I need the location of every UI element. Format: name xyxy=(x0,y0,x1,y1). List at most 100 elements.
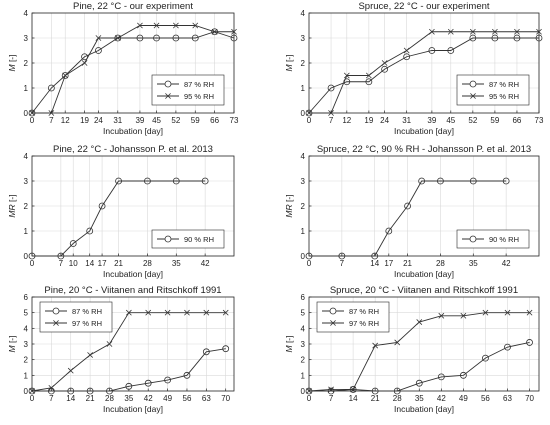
x-tick-label: 59 xyxy=(490,116,499,125)
data-point-x xyxy=(81,60,88,66)
chart-title: Pine, 22 °C - our experiment xyxy=(73,1,193,12)
y-axis-label: M [-] xyxy=(284,335,294,352)
y-tick-label: 3 xyxy=(24,177,29,186)
data-point-x xyxy=(62,72,69,79)
data-point-circle xyxy=(28,252,36,260)
data-point-circle xyxy=(230,34,238,42)
data-point-x xyxy=(153,22,160,29)
x-tick-label: 0 xyxy=(307,116,312,125)
data-point-x xyxy=(428,28,435,35)
data-point-circle xyxy=(305,252,313,260)
data-point-circle xyxy=(428,47,436,54)
data-point-x xyxy=(231,28,237,35)
data-point-circle xyxy=(469,34,477,42)
data-point-circle xyxy=(172,34,180,42)
data-point-x xyxy=(306,110,312,116)
y-tick-label: 2 xyxy=(24,202,29,211)
series-line-1 xyxy=(309,180,507,257)
data-point-x xyxy=(343,72,350,79)
legend-marker-x xyxy=(330,320,336,326)
x-tick-label: 28 xyxy=(143,259,152,268)
x-tick-label: 7 xyxy=(49,116,54,125)
y-axis-label: MR [-] xyxy=(7,194,17,217)
data-point-x xyxy=(403,47,410,54)
legend-label: 90 % RH xyxy=(489,235,519,244)
legend-box xyxy=(151,74,225,106)
data-point-circle xyxy=(47,84,55,92)
data-point-circle xyxy=(418,177,426,185)
x-tick-label: 21 xyxy=(114,259,123,268)
data-point-x xyxy=(492,28,498,35)
data-point-circle xyxy=(144,379,152,387)
y-tick-label: 6 xyxy=(24,293,29,302)
x-tick-label: 0 xyxy=(30,394,35,403)
x-tick-label: 12 xyxy=(61,116,70,125)
legend: 87 % RH 95 % RH xyxy=(456,74,530,106)
x-tick-label: 19 xyxy=(364,116,373,125)
x-tick-label: 42 xyxy=(201,259,210,268)
y-tick-label: 4 xyxy=(24,324,29,333)
panel-3: 0 7 10 14 17 21 28 35 42 0 1 2 3 4 Pine, 22 °C - Johan… xyxy=(7,144,235,279)
y-tick-label: 1 xyxy=(301,371,306,380)
data-point-circle xyxy=(447,47,455,54)
legend-label: 87 % RH xyxy=(349,307,379,316)
x-axis-label: Incubation [day] xyxy=(394,404,454,414)
x-tick-label: 35 xyxy=(415,394,424,403)
x-tick-label: 63 xyxy=(503,394,512,403)
data-point-circle xyxy=(437,373,445,381)
x-tick-label: 14 xyxy=(370,259,379,268)
data-point-x xyxy=(372,342,379,349)
y-tick-label: 4 xyxy=(24,152,29,161)
x-tick-label: 0 xyxy=(307,394,312,403)
x-tick-label: 45 xyxy=(152,116,161,125)
data-point-circle xyxy=(67,387,75,395)
y-tick-label: 5 xyxy=(24,309,29,318)
data-point-circle xyxy=(115,177,122,185)
x-tick-label: 0 xyxy=(30,116,35,125)
legend-box xyxy=(316,301,390,333)
legend-box xyxy=(151,229,225,249)
data-point-circle xyxy=(365,78,373,86)
data-point-circle xyxy=(404,202,411,210)
data-point-x xyxy=(125,309,132,316)
x-axis-label: Incubation [day] xyxy=(103,404,163,414)
y-axis-label-unit: [-] xyxy=(284,335,294,345)
y-tick-label: 0 xyxy=(24,387,29,396)
x-tick-label: 70 xyxy=(525,394,534,403)
x-tick-label: 56 xyxy=(183,394,192,403)
x-tick-label: 52 xyxy=(171,116,180,125)
x-tick-label: 28 xyxy=(105,394,114,403)
data-point-circle xyxy=(202,348,210,356)
y-tick-label: 2 xyxy=(301,59,306,68)
y-tick-label: 2 xyxy=(24,356,29,365)
x-tick-label: 7 xyxy=(329,394,334,403)
y-tick-label: 5 xyxy=(301,309,306,318)
x-tick-label: 49 xyxy=(459,394,468,403)
y-tick-label: 3 xyxy=(24,340,29,349)
data-point-circle xyxy=(61,72,69,79)
data-point-circle xyxy=(95,47,102,54)
y-tick-label: 2 xyxy=(24,59,29,68)
x-tick-label: 21 xyxy=(403,259,412,268)
x-tick-label: 42 xyxy=(144,394,153,403)
x-tick-label: 19 xyxy=(80,116,89,125)
series-line-1 xyxy=(309,341,530,392)
y-tick-label: 1 xyxy=(24,371,29,380)
data-point-x xyxy=(67,367,74,374)
x-tick-label: 14 xyxy=(66,394,75,403)
data-point-x xyxy=(416,319,423,325)
legend-label: 87 % RH xyxy=(72,307,102,316)
data-point-x xyxy=(87,352,93,358)
y-tick-label: 0 xyxy=(301,387,306,396)
data-point-circle xyxy=(469,177,477,185)
data-point-x xyxy=(164,309,171,316)
data-point-circle xyxy=(98,202,106,210)
data-point-x xyxy=(350,386,356,393)
data-point-circle xyxy=(191,34,199,42)
y-tick-label: 1 xyxy=(24,84,29,93)
data-point-circle xyxy=(144,177,151,185)
data-point-x xyxy=(447,28,454,35)
legend-marker-circle xyxy=(469,80,477,88)
